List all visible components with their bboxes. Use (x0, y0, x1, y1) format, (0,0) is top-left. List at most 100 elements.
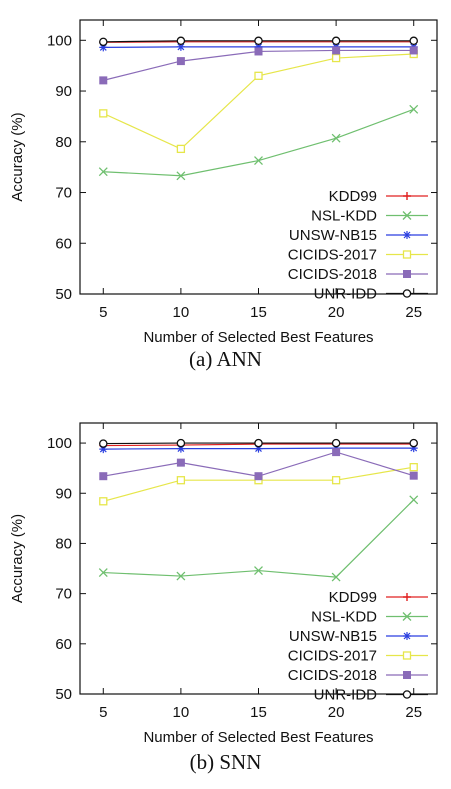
data-point-cicids-2018 (409, 471, 418, 480)
x-tick-label: 15 (250, 304, 267, 321)
y-axis-label: Accuracy (%) (9, 112, 26, 201)
data-point-cicids-2018 (176, 57, 185, 66)
legend-label-cicids-2018: CICIDS-2018 (288, 266, 377, 283)
data-point-nsl-kdd (254, 566, 263, 576)
data-point-nsl-kdd (331, 133, 341, 143)
legend-marker-kdd99 (403, 192, 411, 200)
series-nsl-kdd (98, 495, 419, 582)
data-point-unsw-nb15 (409, 444, 418, 453)
data-point-cicids-2018 (409, 46, 418, 55)
y-tick-label: 90 (55, 83, 72, 100)
legend-marker-cicids-2017 (402, 651, 412, 660)
series-line-nsl-kdd (103, 108, 414, 177)
data-point-nsl-kdd (254, 156, 263, 166)
series-nsl-kdd (98, 104, 419, 181)
data-point-cicids-2017 (331, 53, 341, 63)
legend-label-kdd99: KDD99 (329, 589, 377, 606)
legend-marker-cicids-2017 (402, 250, 412, 259)
chart-caption-snn: (b) SNN (189, 750, 262, 774)
data-point-cicids-2017 (331, 476, 341, 485)
series-unsw-nb15 (99, 444, 418, 454)
data-point-unsw-nb15 (99, 43, 108, 52)
data-point-cicids-2018 (254, 47, 263, 56)
data-point-unsw-nb15 (99, 445, 108, 454)
data-point-cicids-2018 (332, 448, 341, 457)
y-tick-label: 50 (55, 286, 72, 303)
legend-marker-nsl-kdd (402, 211, 412, 220)
legend-label-nsl-kdd: NSL-KDD (311, 208, 377, 225)
data-point-unsw-nb15 (254, 42, 263, 51)
chart-panel-ann: 50 60 70 80 90 100 5 10 15 20 25 Number of Selected… (0, 0, 451, 390)
chart-caption-ann: (a) ANN (189, 347, 262, 371)
legend-marker-kdd99 (403, 593, 411, 601)
x-tick-label: 25 (405, 304, 422, 321)
ann-accuracy-chart: 50 60 70 80 90 100 5 10 15 20 25 Number of Selected… (9, 19, 438, 346)
legend-marker-unsw-nb15 (403, 231, 411, 239)
snn-accuracy-chart: 50 60 70 80 90 100 5 10 15 20 25 Number of Selected… (9, 422, 438, 746)
data-point-unr-idd (176, 438, 186, 448)
chart-panel-snn: 50 60 70 80 90 100 5 10 15 20 25 Number of Selected… (0, 400, 451, 789)
data-point-cicids-2018 (332, 46, 341, 55)
legend-label-cicids-2017: CICIDS-2017 (288, 247, 377, 264)
data-point-unr-idd (331, 438, 341, 448)
x-tick-label: 25 (405, 704, 422, 721)
plot-frame (79, 422, 438, 695)
series-cicids-2018 (99, 448, 418, 481)
series-cicids-2018 (99, 46, 418, 85)
data-point-unsw-nb15 (176, 42, 185, 51)
data-point-unsw-nb15 (176, 444, 185, 453)
y-tick-label: 100 (47, 435, 72, 452)
data-point-nsl-kdd (98, 167, 108, 177)
plot-frame (79, 19, 438, 295)
data-point-cicids-2017 (254, 71, 263, 80)
x-axis-label: Number of Selected Best Features (143, 329, 373, 346)
data-point-unr-idd (254, 438, 263, 448)
y-tick-label: 80 (55, 535, 72, 552)
data-point-cicids-2018 (176, 458, 185, 467)
series-unr-idd (99, 438, 418, 448)
legend-label-unr-idd: UNR-IDD (314, 687, 377, 704)
data-point-unr-idd (331, 36, 341, 46)
data-point-nsl-kdd (409, 495, 419, 505)
y-tick-label: 50 (55, 686, 72, 703)
y-tick-label: 80 (55, 134, 72, 151)
legend-marker-nsl-kdd (402, 612, 412, 621)
legend-marker-cicids-2018 (403, 671, 411, 679)
data-point-nsl-kdd (176, 171, 186, 181)
data-point-unr-idd (99, 37, 108, 47)
data-point-nsl-kdd (176, 571, 186, 581)
y-tick-label: 70 (55, 586, 72, 603)
y-tick-label: 100 (47, 32, 72, 49)
data-point-unr-idd (176, 36, 186, 46)
x-axis-label: Number of Selected Best Features (143, 729, 373, 746)
legend-label-cicids-2017: CICIDS-2017 (288, 648, 377, 665)
data-point-cicids-2018 (99, 472, 108, 481)
data-point-nsl-kdd (409, 104, 419, 114)
legend-label-unr-idd: UNR-IDD (314, 286, 377, 303)
series-line-nsl-kdd (103, 499, 415, 578)
x-tick-label: 10 (173, 704, 190, 721)
y-tick-label: 70 (55, 185, 72, 202)
data-point-cicids-2017 (99, 497, 108, 506)
legend-marker-cicids-2018 (403, 270, 411, 278)
data-point-unr-idd (254, 36, 263, 46)
series-unr-idd (99, 36, 418, 47)
data-point-nsl-kdd (98, 568, 108, 578)
data-point-unsw-nb15 (254, 444, 263, 453)
data-point-cicids-2017 (99, 109, 108, 118)
data-point-unr-idd (409, 36, 418, 46)
legend-marker-unr-idd (402, 289, 412, 298)
legend-marker-unsw-nb15 (403, 632, 411, 640)
series-cicids-2017 (99, 463, 418, 506)
data-point-nsl-kdd (331, 572, 341, 582)
legend-label-kdd99: KDD99 (329, 188, 377, 205)
legend-label-cicids-2018: CICIDS-2018 (288, 667, 377, 684)
data-point-cicids-2017 (176, 476, 186, 485)
x-tick-label: 10 (173, 304, 190, 321)
legend-marker-unr-idd (402, 690, 412, 699)
legend-label-unsw-nb15: UNSW-NB15 (289, 227, 377, 244)
x-tick-label: 5 (99, 704, 107, 721)
data-point-cicids-2017 (409, 463, 418, 472)
y-tick-label: 90 (55, 485, 72, 502)
data-point-unsw-nb15 (332, 444, 341, 453)
